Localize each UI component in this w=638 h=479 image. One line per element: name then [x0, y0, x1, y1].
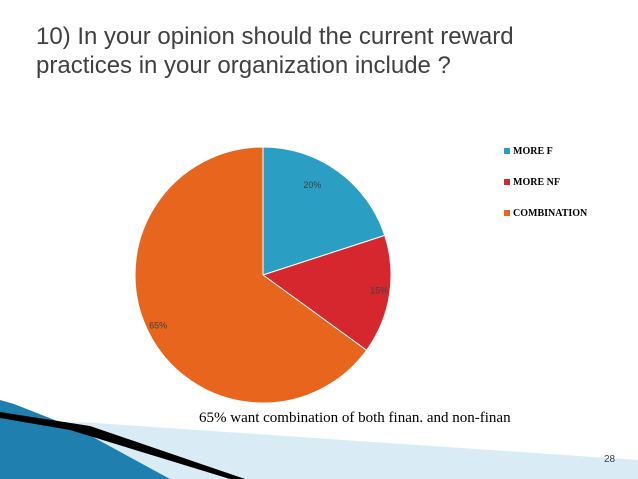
chart-caption: 65% want combination of both finan. and … [199, 410, 511, 426]
pie-slice-more-nf [261, 234, 392, 351]
legend-entry: MORE F [513, 146, 553, 157]
data-label-more-nf: 15% [370, 285, 388, 295]
legend-swatch [504, 210, 510, 216]
page-number: 28 [604, 454, 616, 465]
legend-entry: MORE NF [513, 177, 560, 188]
deco-light-band [0, 422, 638, 479]
decorative-corner-shapes [0, 400, 638, 479]
pie-slice-combination [134, 146, 368, 404]
slice-labels: 20% 15% 65% [149, 180, 388, 330]
legend-entry: COMBINATION [513, 208, 588, 219]
deco-black-sliver [0, 412, 245, 479]
slide-title: 10) In your opinion should the current r… [36, 23, 514, 79]
pie-slice-more-f [262, 146, 386, 276]
chart-legend: MORE F MORE NF COMBINATION [504, 146, 588, 219]
data-label-combination: 65% [149, 320, 167, 330]
pie-slices [134, 146, 392, 404]
data-label-more-f: 20% [303, 180, 321, 190]
legend-swatch [504, 148, 510, 154]
legend-swatch [504, 179, 510, 185]
